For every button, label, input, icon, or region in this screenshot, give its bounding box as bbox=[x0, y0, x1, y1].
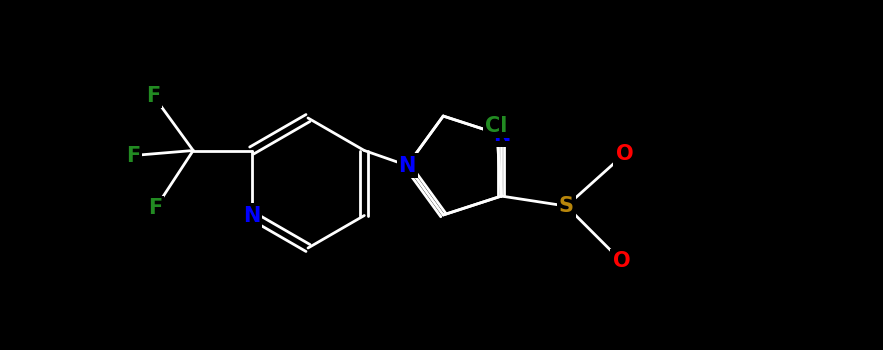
Text: N: N bbox=[493, 125, 510, 145]
Text: O: O bbox=[615, 144, 633, 164]
Text: Cl: Cl bbox=[485, 116, 508, 136]
Text: F: F bbox=[146, 85, 161, 105]
Text: F: F bbox=[126, 146, 140, 166]
Text: N: N bbox=[243, 205, 260, 225]
Text: N: N bbox=[398, 155, 416, 175]
Text: F: F bbox=[148, 198, 162, 218]
Text: O: O bbox=[613, 251, 630, 271]
Text: S: S bbox=[559, 196, 574, 216]
